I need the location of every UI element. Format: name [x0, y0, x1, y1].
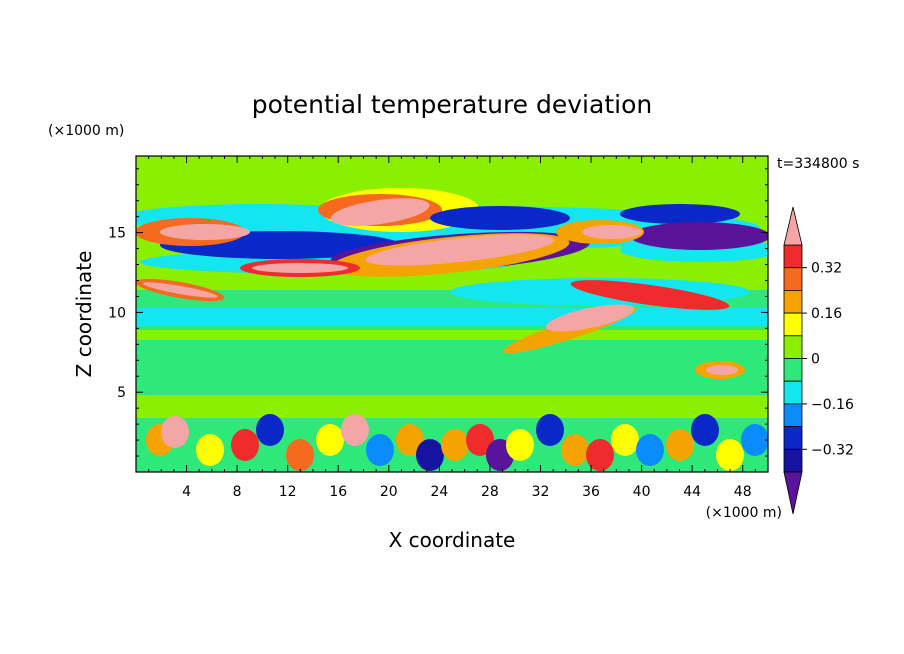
colorbar-bin: [783, 380, 803, 405]
field-blob: [430, 206, 570, 230]
field-blob: [160, 224, 250, 240]
field-cell: [666, 429, 694, 461]
field-cell: [466, 424, 494, 456]
field-band-lower2: [136, 340, 768, 395]
colorbar-bin: [783, 426, 803, 450]
colorbar-bin: [783, 312, 803, 337]
contour-field: [136, 156, 768, 472]
field-band-cyan: [136, 308, 768, 326]
x-axis-title: X coordinate: [389, 528, 516, 552]
x-tick-label: 36: [582, 484, 600, 500]
field-cell: [256, 414, 284, 446]
x-tick-label: 8: [233, 484, 242, 500]
y-axis: 5 10 15: [108, 168, 768, 457]
y-tick-label: 5: [117, 385, 126, 401]
field-cell: [286, 439, 314, 471]
y-tick-label: 10: [108, 305, 126, 321]
x-tick-label: 48: [734, 484, 752, 500]
field-blob: [545, 304, 635, 332]
field-cell: [611, 424, 639, 456]
x-tick-label: 4: [182, 484, 191, 500]
field-blob: [330, 198, 430, 226]
field-cell: [316, 424, 344, 456]
x-axis: 4 8 12 16 20 24 28 32 36 40 44 48: [148, 156, 756, 500]
field-cell: [196, 434, 224, 466]
colorbar-bin: [783, 244, 803, 269]
field-cell: [506, 429, 534, 461]
field-cell: [536, 414, 564, 446]
field-cell: [741, 424, 768, 456]
colorbar-bin: [783, 267, 803, 291]
colorbar-bin: [783, 448, 803, 473]
field-blob: [142, 282, 218, 298]
colorbar-label: 0.16: [811, 306, 842, 322]
y-axis-title: Z coordinate: [72, 251, 96, 378]
x-tick-label: 12: [279, 484, 297, 500]
x-tick-label: 44: [683, 484, 701, 500]
colorbar-bin: [783, 403, 803, 427]
field-blob: [582, 225, 642, 239]
x-tick-label: 20: [380, 484, 398, 500]
colorbar-label: 0: [811, 352, 820, 368]
field-cell: [636, 434, 664, 466]
field-cell: [416, 439, 444, 471]
x-tick-label: 24: [430, 484, 448, 500]
colorbar-min-arrow: [783, 471, 803, 515]
field-cell: [161, 416, 189, 448]
x-tick-label: 40: [633, 484, 651, 500]
chart-title: potential temperature deviation: [252, 90, 652, 119]
x-tick-label: 16: [329, 484, 347, 500]
field-cell: [691, 414, 719, 446]
x-axis-unit: (×1000 m): [706, 505, 782, 521]
field-cell: [231, 429, 259, 461]
field-cell: [341, 414, 369, 446]
colorbar: 0.32 0.16 0 −0.16 −0.32: [783, 206, 854, 515]
field-blob: [706, 365, 738, 375]
field-blob: [630, 222, 768, 250]
colorbar-bin: [783, 335, 803, 359]
time-label: t=334800 s: [777, 156, 859, 172]
colorbar-label: −0.32: [811, 442, 854, 458]
x-tick-label: 32: [532, 484, 550, 500]
field-cell: [716, 439, 744, 471]
x-tick-label: 28: [481, 484, 499, 500]
field-blob: [620, 204, 740, 224]
y-axis-unit: (×1000 m): [48, 123, 124, 139]
field-cell: [586, 439, 614, 471]
field-cell: [366, 434, 394, 466]
colorbar-bin: [783, 358, 803, 382]
field-cell: [561, 434, 589, 466]
colorbar-label: −0.16: [811, 397, 854, 413]
y-tick-label: 15: [108, 226, 126, 242]
colorbar-label: 0.32: [811, 261, 842, 277]
field-cell: [396, 424, 424, 456]
field-blob: [252, 263, 348, 273]
field-blob: [365, 234, 555, 266]
colorbar-bin: [783, 289, 803, 314]
field-blob: [570, 280, 730, 310]
field-cell: [441, 429, 469, 461]
colorbar-max-arrow: [783, 206, 803, 246]
